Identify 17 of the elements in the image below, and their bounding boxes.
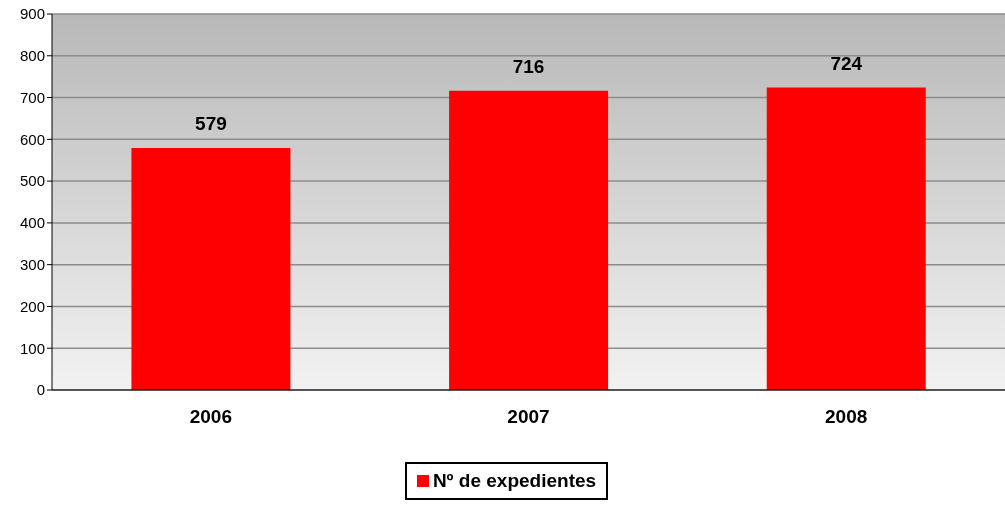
y-tick-label: 700 bbox=[19, 88, 45, 106]
y-tick-label: 200 bbox=[19, 297, 45, 315]
y-tick-label: 0 bbox=[36, 381, 45, 399]
y-tick-label: 800 bbox=[19, 47, 45, 65]
data-label: 716 bbox=[512, 55, 545, 77]
y-tick-label: 500 bbox=[19, 172, 45, 190]
x-tick-label: 2006 bbox=[189, 406, 232, 428]
data-label: 579 bbox=[195, 113, 227, 135]
x-tick-label: 2007 bbox=[507, 406, 550, 428]
legend-label: Nº de expedientes bbox=[432, 470, 597, 492]
y-tick-label: 900 bbox=[19, 5, 45, 23]
y-tick-label: 100 bbox=[19, 339, 45, 357]
y-tick-label: 600 bbox=[19, 130, 45, 148]
data-label: 724 bbox=[830, 52, 863, 74]
y-tick-label: 400 bbox=[19, 214, 45, 232]
x-tick-label: 2008 bbox=[825, 406, 868, 428]
y-tick-label: 300 bbox=[19, 255, 45, 273]
